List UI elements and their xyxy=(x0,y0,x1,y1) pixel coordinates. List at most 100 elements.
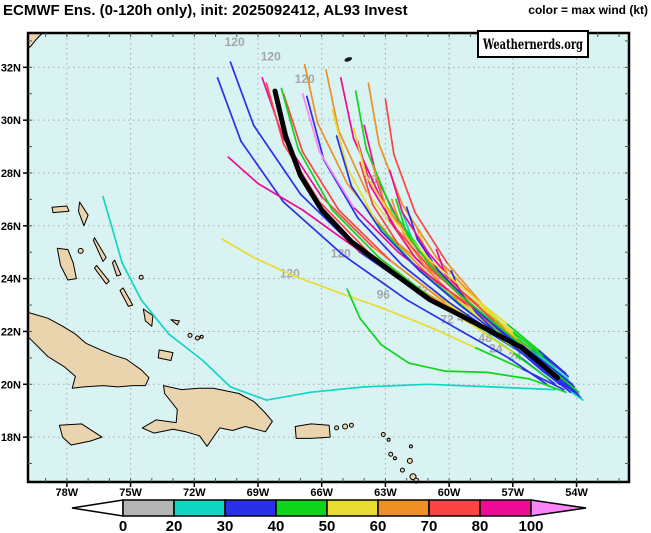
ensemble-track-segment xyxy=(318,151,355,209)
ensemble-track-segment xyxy=(325,69,340,132)
land-polygon-crooked-acklins xyxy=(142,308,154,327)
ensemble-track-segment xyxy=(363,383,429,388)
ensemble-track xyxy=(335,135,561,386)
ensemble-track-segment xyxy=(337,209,391,261)
ensemble-track-segment xyxy=(252,124,302,195)
ensemble-track-segment xyxy=(301,92,321,153)
ensemble-track-segment xyxy=(346,288,361,320)
land-polygon-hispaniola xyxy=(141,385,273,447)
ensemble-track-segment xyxy=(367,82,380,145)
ensemble-track-segment xyxy=(380,306,429,328)
ensemble-track-segment xyxy=(356,217,404,267)
ensemble-track-segment xyxy=(140,298,170,335)
ensemble-track-segment xyxy=(548,364,574,386)
ensemble-track-segment xyxy=(429,264,461,296)
ensemble-track xyxy=(216,77,548,386)
ensemble-track-segment xyxy=(414,211,448,264)
colorbar-tick-label: 0 xyxy=(119,518,127,533)
colorbar-arrow-left xyxy=(71,499,124,517)
land-layer xyxy=(27,32,420,484)
ensemble-track-segment xyxy=(511,351,550,380)
ensemble-track-segment xyxy=(458,293,493,322)
forecast-hour-label: 120 xyxy=(295,72,315,86)
ensemble-track-segment xyxy=(240,140,285,203)
ensemble-track xyxy=(395,198,574,386)
colorbar-tick-label: 70 xyxy=(421,518,438,533)
ensemble-track-segment xyxy=(352,206,400,254)
ensemble-track-segment xyxy=(558,380,582,399)
longitude-tick-label: 75W xyxy=(119,487,142,499)
ensemble-track-segment xyxy=(380,230,421,272)
watermark-box: Weathernerds.org xyxy=(477,30,589,58)
ocean xyxy=(28,33,629,482)
land-polygon-long-island xyxy=(119,287,134,307)
colorbar-layer: 0 20 30 40 50 60 70 80 100 xyxy=(71,499,587,533)
colorbar-segment xyxy=(326,499,379,517)
colorbar-segment xyxy=(275,499,328,517)
land-polygon-exuma xyxy=(94,264,110,285)
ensemble-track xyxy=(346,288,567,394)
island-barbuda xyxy=(408,444,413,449)
ensemble-track-segment xyxy=(301,209,359,251)
ensemble-track-segment xyxy=(352,127,368,177)
latitude-tick-label: 18N xyxy=(1,432,21,444)
colorbar-tick-label: 60 xyxy=(370,518,387,533)
ensemble-track-segment xyxy=(427,325,476,349)
longitude-tick-label: 69W xyxy=(247,487,270,499)
ensemble-track-segment xyxy=(339,77,355,140)
colorbar-tick-label: 80 xyxy=(472,518,489,533)
latitude-tick-label: 32N xyxy=(1,62,21,74)
island-turks-3 xyxy=(199,334,204,339)
latitude-tick-label: 30N xyxy=(1,115,21,127)
ensemble-track-segment xyxy=(395,227,431,269)
island-san-salvador xyxy=(138,274,144,280)
ensemble-track-segment xyxy=(388,259,446,304)
ensemble-track-segment xyxy=(537,349,567,375)
ensemble-track-segment xyxy=(342,254,408,301)
ensemble-track-segment xyxy=(167,333,204,362)
ensemble-track-segment xyxy=(478,304,514,333)
longitude-tick-label: 66W xyxy=(310,487,333,499)
forecast-hour-label: 48 xyxy=(479,331,493,345)
ensemble-track-segment xyxy=(359,317,383,346)
ensemble-track-segment xyxy=(265,391,312,401)
latitude-tick-label: 26N xyxy=(1,221,21,233)
latitude-tick-label: 22N xyxy=(1,326,21,338)
latitude-tick-label: 28N xyxy=(1,168,21,180)
forecast-hour-label: 120 xyxy=(261,50,281,64)
bermuda-island xyxy=(344,57,353,62)
ensemble-track-segment xyxy=(490,320,523,346)
forecast-hour-label: 96 xyxy=(377,287,391,301)
colorbar-tick-label: 100 xyxy=(518,518,543,533)
colorbar-segment xyxy=(173,499,226,517)
ensemble-track-segment xyxy=(282,201,344,256)
land-polygon-andros xyxy=(56,247,77,281)
page-title: ECMWF Ens. (0-120h only), init: 20250924… xyxy=(3,2,408,19)
ensemble-track-segment xyxy=(401,211,429,254)
ensemble-track-segment xyxy=(369,185,397,230)
ensemble-track-segment xyxy=(365,174,395,222)
ensemble-track-segment xyxy=(121,261,143,301)
ensemble-track-segment xyxy=(490,386,557,391)
ensemble-track-segment xyxy=(429,259,472,296)
land-polygon-puerto-rico xyxy=(294,423,331,439)
ensemble-track-segment xyxy=(282,92,304,153)
colorbar-tick-label: 30 xyxy=(217,518,234,533)
land-polygon-great-inagua xyxy=(157,349,174,361)
ensemble-track-segment xyxy=(216,77,242,143)
map-frame-layer xyxy=(26,31,631,484)
ensemble-track-segment xyxy=(473,346,523,370)
mean-track xyxy=(272,88,560,381)
ensemble-track-segment xyxy=(303,63,319,124)
ensemble-track-segment xyxy=(401,264,450,304)
ensemble-track-segment xyxy=(365,148,393,211)
watermark-frame xyxy=(477,30,589,58)
watermark-text: Weathernerds.org xyxy=(482,37,583,53)
colorbar-segment xyxy=(377,499,430,517)
map-border xyxy=(26,31,631,484)
island-vieques xyxy=(334,425,340,431)
ensemble-track-segment xyxy=(395,198,408,235)
colorbar-segment xyxy=(479,499,532,517)
ensemble-track-segment xyxy=(359,161,374,206)
